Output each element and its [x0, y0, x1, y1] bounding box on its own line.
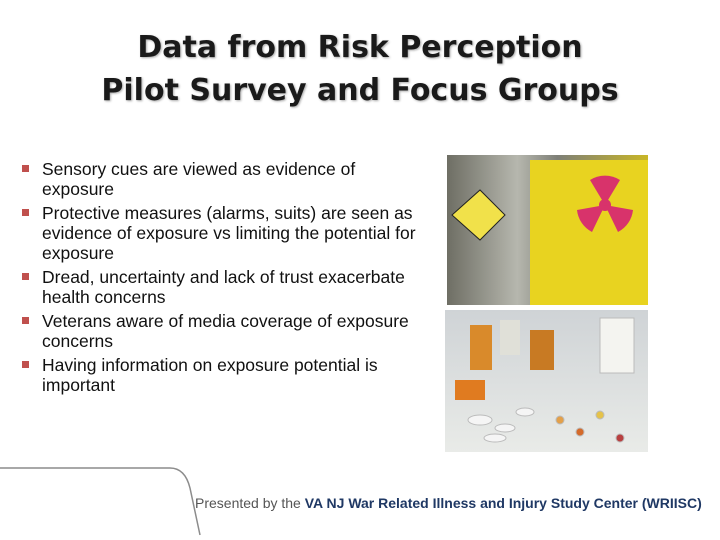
bullet-list: Sensory cues are viewed as evidence of e… — [18, 159, 418, 399]
footer-prefix: Presented by the — [195, 495, 301, 511]
bullet: Sensory cues are viewed as evidence of e… — [18, 159, 418, 199]
pills — [467, 407, 625, 443]
bullet: Veterans aware of media coverage of expo… — [18, 311, 418, 351]
yellow-barrel — [530, 160, 648, 305]
bullet: Dread, uncertainty and lack of trust exa… — [18, 267, 418, 307]
footer-organization: VA NJ War Related Illness and Injury Stu… — [304, 495, 702, 511]
pill-bottles — [455, 317, 635, 400]
footer-line — [0, 467, 201, 536]
title: Data from Risk Perception Pilot Survey a… — [0, 26, 720, 112]
title-line: Data from Risk Perception — [137, 30, 583, 65]
footer: Presented by the VA NJ War Related Illne… — [195, 495, 702, 511]
bullet: Having information on exposure potential… — [18, 355, 418, 395]
label-diamond — [451, 189, 506, 241]
radiation-symbol — [577, 175, 633, 232]
title-line: Pilot Survey and Focus Groups — [101, 73, 619, 108]
bullet: Protective measures (alarms, suits) are … — [18, 203, 418, 263]
